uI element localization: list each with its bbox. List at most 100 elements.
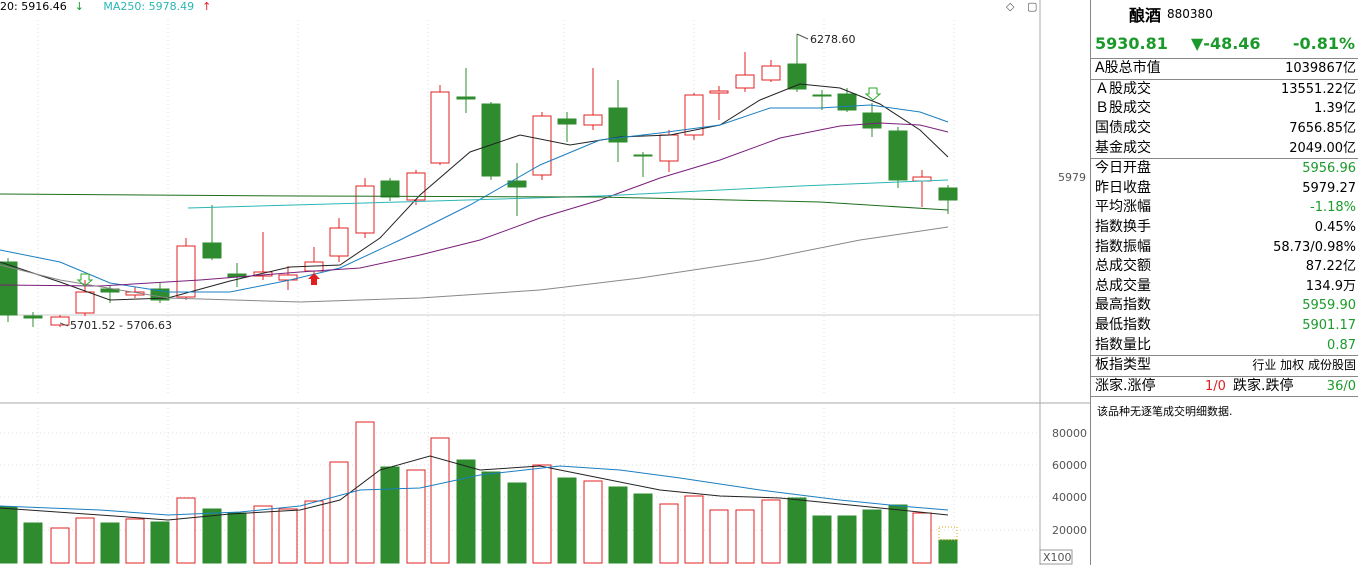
candle-body [176,245,196,298]
stat-row: Ｂ股成交 1.39亿 [1091,99,1358,119]
vol-ma10-line [0,465,949,516]
ma60-line [0,226,949,303]
kline-chart-area[interactable]: 6278.60 5701.52 - 5706.63 5979 80000 60000 40… [0,0,1090,565]
volume-bar [481,471,501,564]
volume-bar [278,508,298,564]
sell-signal-arrow-icon [76,273,94,287]
volume-bar [50,527,70,564]
candle-body [735,74,755,89]
candle-body [0,261,18,316]
stat-label: 今日开盘 [1095,160,1151,177]
candle-body [633,154,653,157]
low-price-label: 5701.52 - 5706.63 [70,319,172,332]
stat-value: 7656.85亿 [1289,121,1356,137]
candle-body [709,90,729,94]
stat-list: A股总市值 1039867亿 Ａ股成交 13551.22亿 Ｂ股成交 1.39亿 国债成交 7… [1091,59,1358,355]
tick-note: 该品种无逐笔成交明细数据. [1097,405,1233,419]
stat-value: 134.9万 [1305,278,1356,294]
ma20-value: 20: 5916.46 [0,0,67,13]
current-price: 5930.81 [1095,33,1168,53]
ma-legend: 20: 5916.46 ↓ MA250: 5978.49 ↑ [0,0,227,13]
candle-body [430,91,450,164]
index-code: 880380 [1167,7,1213,21]
volume-bar [125,518,145,564]
volume-bar [430,437,450,564]
candle-body [787,63,807,90]
stat-row: 指数振幅 58.73/0.98% [1091,237,1358,257]
stat-label: 基金成交 [1095,139,1151,156]
stat-value: 5901.17 [1302,318,1356,334]
volume-bar [0,506,18,564]
volume-bar [862,509,882,564]
stat-row: 国债成交 7656.85亿 [1091,119,1358,139]
volume-bar [304,500,324,564]
stat-row: A股总市值 1039867亿 [1091,59,1358,80]
panel-title: 酿酒 880380 [1091,0,1358,28]
expand-icon[interactable]: ▢ [1027,0,1038,13]
volume-bar [406,469,426,564]
stat-row: 今日开盘 5956.96 [1091,159,1358,179]
volume-bar [938,539,958,564]
candle-body [684,94,704,136]
vol-ma5-line [0,455,949,521]
stat-row: 最高指数 5959.90 [1091,296,1358,316]
stat-row: 指数量比 0.87 [1091,335,1358,355]
stat-value: 1039867亿 [1285,61,1356,77]
ma250-label: MA250: 5978.49 ↑ [103,0,219,13]
volume-bar [812,515,832,564]
stat-label: 总成交额 [1095,258,1151,275]
advance-decline-row: 涨家.涨停 1/0 跌家.跌停 36/0 [1091,377,1358,398]
stat-value: -1.18% [1310,200,1356,216]
index-name: 酿酒 [1129,6,1162,25]
candle-body [862,112,882,129]
volume-axis-tick: 80000 [1052,427,1087,440]
volume-bar [380,466,400,564]
ma250-line [187,179,949,209]
stat-label: 总成交量 [1095,277,1151,294]
diamond-icon[interactable]: ◇ [1006,0,1015,13]
stat-row: 总成交额 87.22亿 [1091,257,1358,277]
stat-value: 58.73/0.98% [1273,239,1356,255]
stat-row: 总成交量 134.9万 [1091,277,1358,297]
candle-body [150,288,170,301]
stat-value: 87.22亿 [1305,259,1356,275]
stat-label: 指数量比 [1095,336,1151,353]
decline-value: 36/0 [1326,378,1356,394]
decline-label: 跌家.跌停 [1233,377,1294,394]
stat-label: Ｂ股成交 [1095,100,1151,117]
candle-body [812,94,832,97]
stat-row: 指数换手 0.45% [1091,218,1358,238]
candle-body [938,187,958,201]
kline-chart[interactable]: 6278.60 5701.52 - 5706.63 5979 80000 60000 40… [0,0,1090,565]
volume-bar [659,503,679,564]
stat-label: 平均涨幅 [1095,199,1151,216]
sector-type-value[interactable]: 行业 加权 成份股固 [1252,358,1356,373]
ref-price-label: 5979 [1058,171,1086,184]
volume-bar [227,512,247,564]
volume-bar [684,495,704,564]
stat-row: 昨日收盘 5979.27 [1091,179,1358,199]
volume-bar [787,497,807,564]
ma250-arrow: ↑ [202,0,212,13]
volume-bar [100,522,120,564]
ma20-arrow: ↓ [74,0,84,13]
stat-label: 最高指数 [1095,297,1151,314]
stat-label: 昨日收盘 [1095,179,1151,196]
stat-value: 5959.90 [1302,298,1356,314]
price-row: 5930.81 ▼-48.46 -0.81% [1091,28,1358,59]
sector-type-label: 板指类型 [1095,357,1151,374]
sell-signal-arrow-icon [864,87,882,101]
volume-axis-tick: 40000 [1052,491,1087,504]
stat-value: 13551.22亿 [1280,81,1356,97]
sector-type-row: 板指类型 行业 加权 成份股固 [1091,354,1358,377]
buy-signal-arrow-icon [308,273,320,285]
ma10-line [0,104,949,293]
volume-bar [608,486,628,564]
volume-axis-tick: 20000 [1052,524,1087,537]
ma250-value: MA250: 5978.49 [103,0,195,13]
candle-body [380,180,400,198]
price-change: ▼-48.46 [1191,33,1261,53]
stat-label: 指数换手 [1095,219,1151,236]
candle-body [507,180,527,188]
stat-value: 2049.00亿 [1289,140,1356,156]
